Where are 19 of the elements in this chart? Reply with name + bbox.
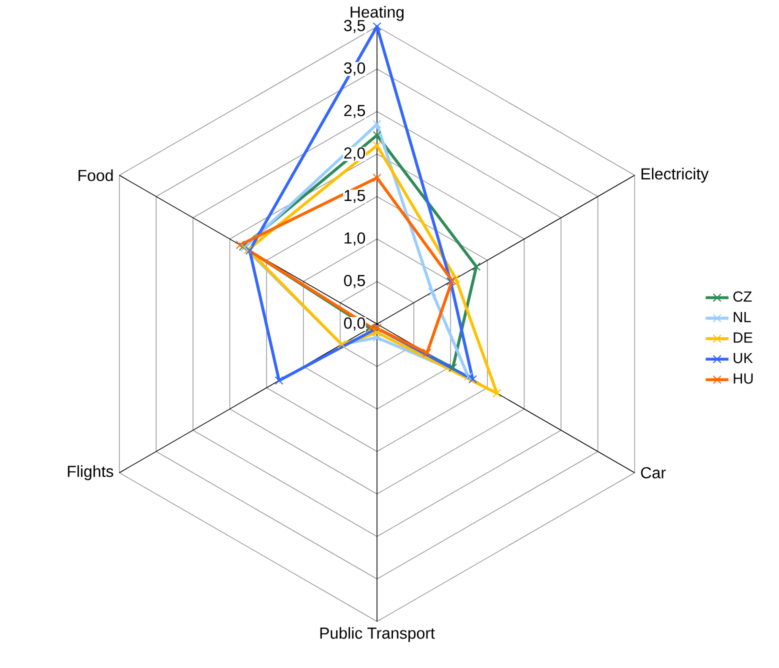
legend-label: CZ (733, 291, 752, 302)
spoke-label: Public Transport (320, 627, 435, 642)
y-tick-label: 3,0 (344, 62, 366, 76)
y-tick-label: 2,5 (344, 104, 365, 118)
y-tick-label: 0,5 (344, 274, 365, 288)
spoke-label: Heating (350, 6, 404, 21)
legend-label: HU (734, 373, 753, 384)
y-tick-label: 1,5 (344, 190, 365, 204)
legend-label: DE (734, 332, 752, 343)
y-tick-label: 2,0 (344, 147, 366, 161)
spoke-label: Car (641, 467, 666, 478)
y-tick-label: 1,0 (344, 232, 366, 246)
legend-label: UK (734, 352, 753, 364)
legend-label: NL (734, 312, 751, 322)
y-tick-label: 0,0 (344, 317, 366, 331)
spoke-label: Flights (68, 465, 114, 480)
spoke-label: Electricity (642, 168, 709, 183)
spoke-label: Food (78, 169, 113, 182)
y-tick-label: 3,5 (344, 20, 365, 34)
